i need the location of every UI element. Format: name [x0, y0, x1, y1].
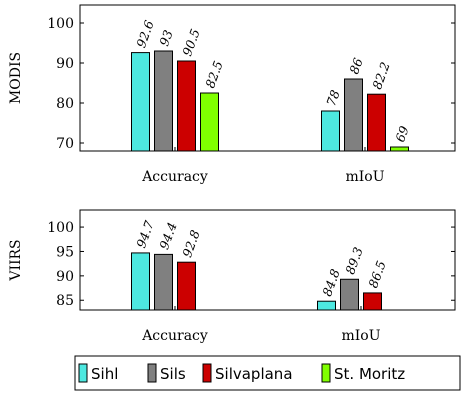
modis-data-label: 86: [346, 56, 366, 76]
legend-swatch-silvaplana: [202, 363, 212, 383]
modis-bar-sils-accuracy: [154, 50, 173, 152]
modis-y-tick-label: 100: [47, 16, 74, 32]
viirs-bar-sihl-miou: [317, 300, 336, 311]
modis-bar-sils-miou: [344, 78, 363, 152]
legend-label: Silvaplana: [215, 365, 293, 383]
modis-bar-st-moritz-accuracy: [200, 92, 219, 152]
modis-bar-sihl-miou: [321, 110, 340, 152]
viirs-bar-silvaplana-accuracy: [177, 261, 196, 311]
modis-data-label: 69: [392, 124, 412, 144]
viirs-data-label: 92.8: [179, 228, 203, 259]
viirs-category-label: mIoU: [341, 328, 380, 344]
viirs-bar-sihl-accuracy: [131, 252, 150, 311]
modis-bar-silvaplana-miou: [367, 93, 386, 152]
viirs-data-label: 89.3: [342, 245, 366, 276]
viirs-y-tick-label: 95: [56, 244, 74, 260]
modis-data-label: 92.6: [133, 18, 157, 49]
modis-category-label: Accuracy: [141, 169, 208, 185]
modis-data-label: 78: [323, 88, 343, 108]
modis-panel: 70 80 90 100 MODIS Accuracy mIoU 92.6 93 90.582.5…: [8, 4, 456, 185]
viirs-category-label: Accuracy: [141, 328, 208, 344]
modis-data-label: 82.2: [369, 60, 393, 91]
viirs-y-tick-label: 90: [56, 269, 74, 285]
viirs-data-label: 84.8: [319, 267, 343, 298]
viirs-bar-silvaplana-miou: [363, 292, 382, 311]
legend-label: St. Moritz: [334, 365, 405, 383]
viirs-bar-sils-accuracy: [154, 253, 173, 311]
modis-y-tick-label: 80: [56, 96, 74, 112]
legend-label: Sils: [160, 365, 186, 383]
legend-label: Sihl: [91, 365, 118, 383]
modis-y-tick-label: 90: [56, 56, 74, 72]
viirs-data-label: 94.4: [156, 220, 180, 251]
modis-axis-frame: [79, 4, 456, 152]
legend: Sihl Sils Silvaplana St. Moritz: [74, 355, 461, 391]
modis-category-label: mIoU: [345, 169, 384, 185]
modis-data-label: 90.5: [179, 27, 203, 58]
legend-swatch-st-moritz: [321, 363, 331, 383]
viirs-y-axis-label: VIIRS: [8, 239, 24, 281]
viirs-y-tick-label: 100: [47, 220, 74, 236]
modis-y-tick-label: 70: [56, 136, 74, 152]
legend-swatch-sils: [147, 363, 157, 383]
modis-data-label: 93: [156, 28, 176, 48]
modis-bar-sihl-accuracy: [131, 52, 150, 152]
viirs-bar-sils-miou: [340, 278, 359, 311]
viirs-data-label: 86.5: [365, 259, 389, 290]
viirs-panel: 85 90 95 100 VIIRS Accuracy mIoU 94.7 94.4 92.8 84…: [8, 209, 456, 344]
legend-box: [74, 355, 461, 391]
modis-data-label: 82.5: [202, 59, 226, 90]
legend-swatch-sihl: [78, 363, 88, 383]
modis-y-axis-label: MODIS: [8, 52, 24, 104]
viirs-data-label: 94.7: [133, 219, 157, 250]
viirs-y-tick-label: 85: [56, 293, 74, 309]
modis-bar-st-moritz-miou: [390, 146, 409, 152]
modis-bar-silvaplana-accuracy: [177, 60, 196, 152]
viirs-axis-frame: [79, 209, 456, 311]
